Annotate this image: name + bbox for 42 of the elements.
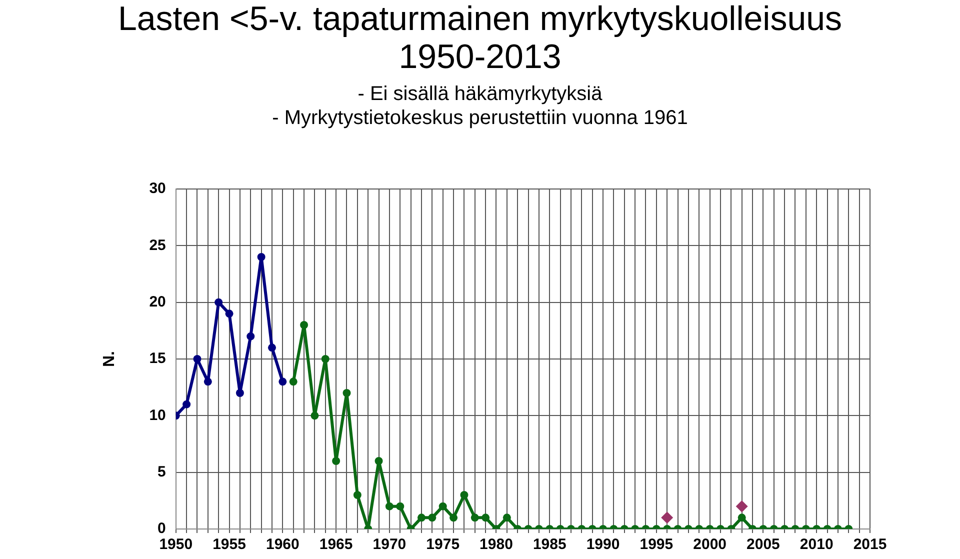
x-tick-label: 1975 <box>426 536 460 554</box>
y-tick-label: 5 <box>158 463 166 480</box>
x-tick-label: 1960 <box>266 536 300 554</box>
x-tick-label: 1985 <box>532 536 566 554</box>
y-tick-label: 25 <box>149 236 166 254</box>
point <box>225 310 234 318</box>
y-tick-label: 30 <box>149 180 166 198</box>
point <box>204 378 212 386</box>
point <box>300 321 308 329</box>
chart-title: Lasten <5-v. tapaturmainen myrkytyskuolleisuus 1950-2013 <box>116 0 844 76</box>
x-tick-label: 1965 <box>319 536 353 554</box>
point <box>193 355 202 363</box>
y-tick-label: 20 <box>149 293 166 310</box>
x-tick-label: 2010 <box>800 536 834 554</box>
y-axis-title: N. <box>101 351 118 367</box>
x-tick-label: 1980 <box>480 536 513 554</box>
point <box>321 355 330 363</box>
text: - Myrkytystietokeskus perustettiin vuonna 1961 <box>271 106 689 130</box>
point <box>236 389 244 397</box>
y-tick-label: 10 <box>149 406 166 424</box>
x-tick-label: 2015 <box>853 536 887 554</box>
point <box>342 389 351 397</box>
point <box>310 412 319 420</box>
point <box>268 344 276 352</box>
x-tick-label: 2005 <box>746 536 780 554</box>
x-tick-label: 1955 <box>212 536 246 554</box>
y-tick-label: 15 <box>149 350 166 368</box>
point <box>278 378 287 386</box>
point <box>214 298 223 306</box>
point <box>182 400 191 408</box>
x-tick-label: 1995 <box>640 536 674 554</box>
point <box>374 457 383 465</box>
x-tick-label: 1970 <box>372 536 406 554</box>
y-tick-label: 0 <box>158 520 166 538</box>
point <box>332 457 340 465</box>
point <box>289 378 298 386</box>
point <box>257 253 266 261</box>
x-tick-label: 1950 <box>159 536 193 554</box>
x-tick-label: 1990 <box>586 536 620 554</box>
x-tick-label: 2000 <box>693 536 727 554</box>
chart-subtitle: - Ei sisällä häkämyrkytyksiä <box>356 82 604 106</box>
point <box>246 332 255 340</box>
